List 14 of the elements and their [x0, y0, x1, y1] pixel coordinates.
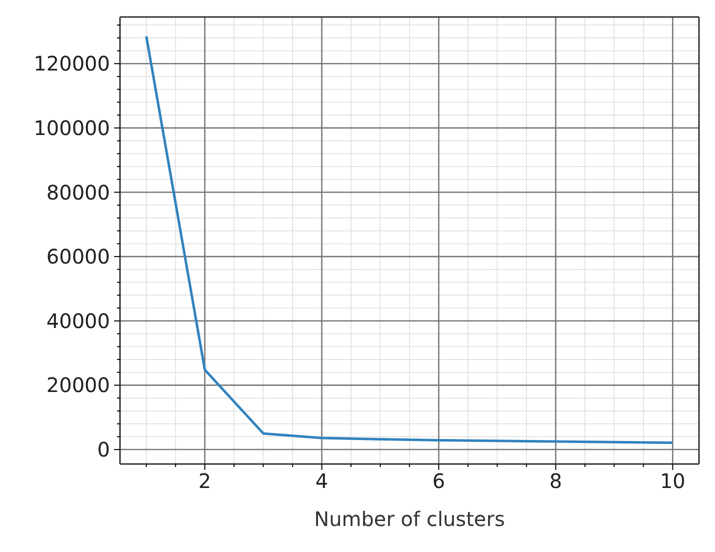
y-tick-label: 40000	[46, 308, 110, 333]
y-tick-label: 20000	[46, 373, 110, 398]
x-tick-label: 4	[315, 469, 328, 493]
line-series	[145, 35, 674, 444]
x-tick-label: 2	[198, 469, 212, 493]
y-tick-label: 60000	[46, 244, 110, 269]
y-tick-label: 120000	[34, 52, 110, 76]
y-tick-label: 100000	[34, 116, 110, 140]
x-tick-label: 8	[549, 469, 562, 493]
x-axis-title: Number of clusters	[314, 507, 505, 531]
x-tick-label: 6	[432, 469, 446, 493]
x-tick-label: 10	[660, 469, 686, 493]
y-tick-label: 0	[97, 438, 110, 462]
y-tick-label: 80000	[46, 180, 110, 204]
